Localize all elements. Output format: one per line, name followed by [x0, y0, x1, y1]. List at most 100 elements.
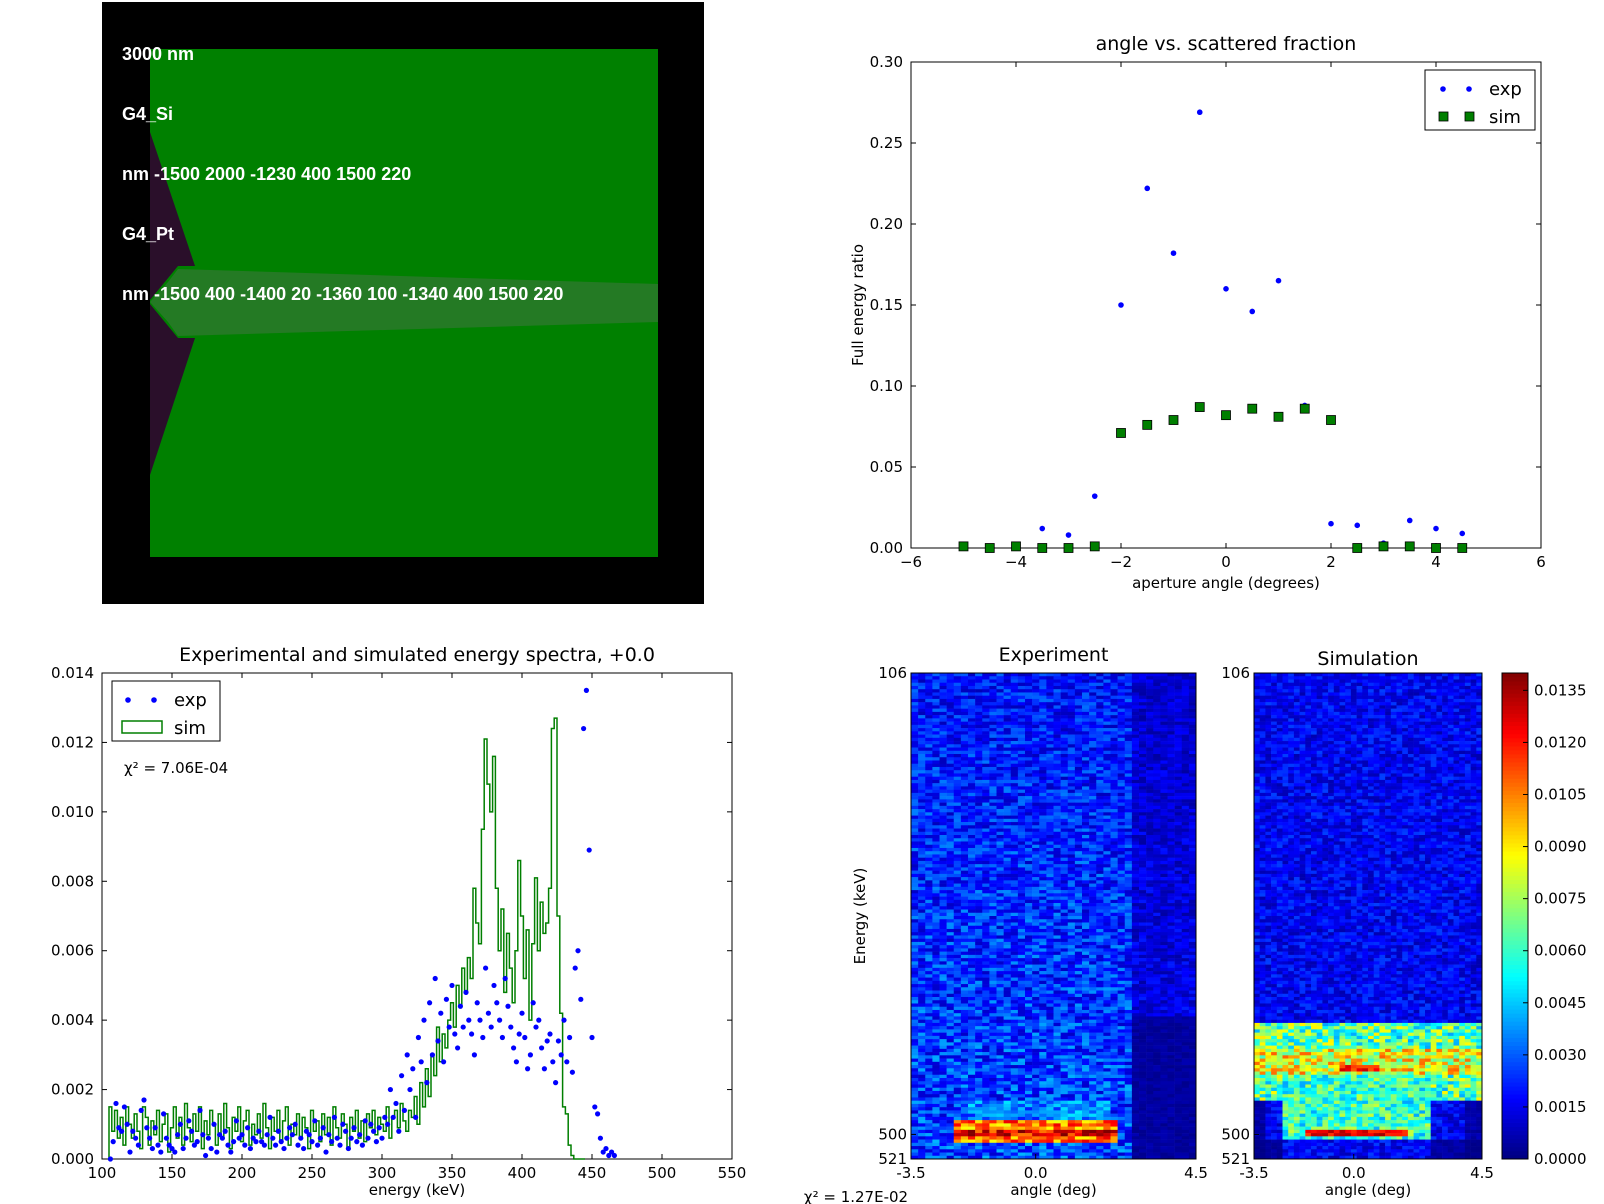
heatmap-cell	[1103, 763, 1111, 768]
heatmap-cell	[960, 731, 969, 735]
data-point-exp	[558, 1052, 564, 1058]
heatmap-cell	[1025, 951, 1033, 956]
heatmap-cell	[939, 851, 947, 855]
heatmap-cell	[1103, 724, 1111, 729]
heatmap-cell	[1003, 695, 1012, 700]
x-tick-label: −4	[1005, 553, 1027, 571]
heatmap-cell	[1160, 695, 1168, 700]
heatmap-cell	[968, 685, 976, 690]
heatmap-cell	[1067, 805, 1076, 810]
heatmap-cell	[1110, 747, 1118, 752]
heatmap-cell	[1167, 1029, 1175, 1033]
heatmap-cell	[1074, 715, 1083, 719]
heatmap-cell	[1160, 984, 1168, 988]
heatmap-cell	[989, 792, 997, 797]
heatmap-cell	[1117, 741, 1126, 745]
heatmap-cell	[932, 1035, 940, 1040]
heatmap-cell	[1167, 954, 1175, 959]
heatmap-cell	[1074, 1000, 1083, 1004]
heatmap-cell	[953, 805, 962, 810]
heatmap-cell	[946, 783, 955, 787]
heatmap-cell	[1003, 711, 1012, 716]
heatmap-cell	[1153, 864, 1161, 868]
data-point-sim	[1247, 403, 1258, 414]
heatmap-cell	[1096, 977, 1104, 982]
heatmap-cell	[982, 971, 990, 975]
heatmap-cell	[1110, 1045, 1118, 1050]
heatmap-cell	[1046, 974, 1054, 978]
heatmap-cell	[1017, 786, 1026, 790]
heatmap-cell	[1003, 903, 1012, 907]
heatmap-cell	[1074, 958, 1083, 962]
heatmap-cell	[1089, 776, 1097, 781]
heatmap-cell	[932, 731, 940, 735]
heatmap-cell	[939, 692, 947, 696]
heatmap-cell	[1146, 786, 1154, 790]
heatmap-cell	[1167, 961, 1175, 965]
heatmap-cell	[1153, 896, 1161, 901]
heatmap-cell	[1096, 971, 1104, 975]
heatmap-cell	[1017, 702, 1026, 706]
heatmap-cell	[1181, 877, 1190, 881]
heatmap-cell	[982, 715, 990, 719]
heatmap-cell	[1067, 773, 1076, 777]
heatmap-cell	[1110, 990, 1118, 995]
heatmap-cell	[1160, 731, 1168, 735]
heatmap-cell	[918, 1042, 926, 1046]
heatmap-cell	[1117, 1013, 1126, 1017]
data-point-sim	[1037, 543, 1048, 553]
heatmap-cell	[968, 773, 976, 777]
heatmap-cell	[1110, 705, 1118, 709]
heatmap-cell	[1160, 776, 1168, 781]
heatmap-cell	[925, 770, 933, 774]
heatmap-cell	[1146, 676, 1154, 680]
heatmap-cell	[1160, 818, 1168, 823]
data-point-exp	[474, 1000, 480, 1006]
heatmap-cell	[1174, 899, 1183, 904]
data-point-exp	[289, 1132, 295, 1138]
heatmap-cell	[1039, 754, 1047, 758]
x-tick-label: −6	[900, 553, 922, 571]
heatmap-cell	[996, 951, 1004, 956]
heatmap-cell	[1103, 1003, 1111, 1008]
heatmap-cell	[1131, 744, 1140, 748]
heatmap-cell	[946, 841, 955, 846]
heatmap-cell	[1067, 903, 1076, 907]
heatmap-cell	[1110, 786, 1118, 790]
heatmap-cell	[918, 766, 926, 771]
heatmap-cell	[918, 750, 926, 755]
heatmap-cell	[1139, 715, 1147, 719]
heatmap-cell	[1017, 967, 1026, 972]
heatmap-cell	[975, 864, 983, 868]
data-point-exp	[1354, 522, 1361, 529]
heatmap-cell	[925, 899, 933, 904]
heatmap-cell	[1089, 831, 1097, 836]
heatmap-cell	[1025, 958, 1033, 962]
heatmap-cell	[1074, 792, 1083, 797]
heatmap-cell	[1003, 1013, 1012, 1017]
heatmap-cell	[1017, 724, 1026, 729]
heatmap-cell	[996, 997, 1004, 1001]
heatmap-cell	[1089, 679, 1097, 684]
heatmap-cell	[989, 734, 997, 739]
heatmap-cell	[1039, 877, 1047, 881]
heatmap-cell	[1010, 877, 1019, 881]
heatmap-cell	[975, 812, 983, 816]
heatmap-cell	[1103, 958, 1111, 962]
heatmap-cell	[1146, 728, 1154, 732]
heatmap-cell	[1146, 689, 1154, 693]
heatmap-cell	[1110, 685, 1118, 690]
heatmap-cell	[1003, 941, 1012, 946]
heatmap-cell	[1003, 1026, 1012, 1030]
heatmap-cell	[1174, 928, 1183, 933]
heatmap-cell	[932, 828, 940, 833]
heatmap-cell	[1188, 1032, 1197, 1037]
heatmap-cell	[1110, 711, 1118, 716]
heatmap-cell	[1167, 945, 1175, 949]
heatmap-cell	[1025, 841, 1033, 846]
heatmap-cell	[1010, 890, 1019, 894]
heatmap-cell	[1039, 890, 1047, 894]
heatmap-cell	[1003, 789, 1012, 794]
heatmap-cell	[1103, 886, 1111, 891]
heatmap-cell	[1053, 773, 1061, 777]
